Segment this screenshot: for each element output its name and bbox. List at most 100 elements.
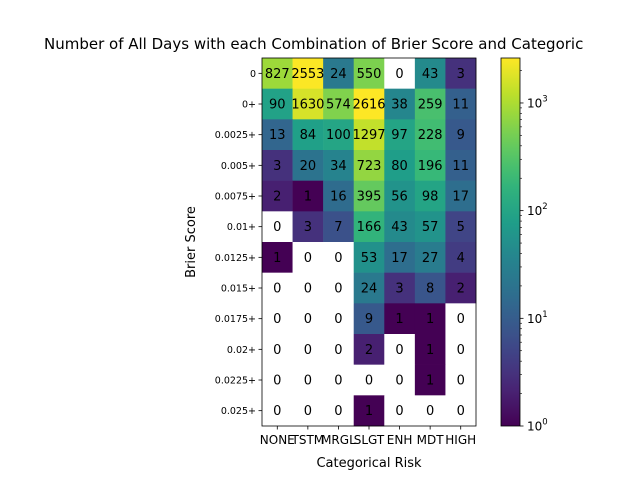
heatmap-cell — [445, 58, 477, 89]
cell-value-label: 20 — [300, 159, 317, 174]
x-tick-label: ENH — [387, 433, 413, 447]
heatmap-cell — [384, 272, 416, 304]
heatmap-cell — [292, 180, 324, 212]
y-tick-label: 0.0225+ — [215, 376, 256, 387]
heatmap-cell — [384, 119, 416, 151]
heatmap-cell — [414, 242, 446, 273]
cell-value-label: 24 — [361, 282, 378, 297]
cell-value-label: 17 — [452, 190, 469, 205]
cell-value-label: 0 — [395, 374, 403, 389]
cell-value-label: 11 — [452, 98, 469, 113]
y-tick-label: 0.0025+ — [215, 130, 256, 141]
heatmap-cell — [353, 211, 385, 243]
heatmap-cell — [323, 58, 355, 89]
cell-value-label: 0 — [273, 220, 281, 235]
heatmap-cell — [414, 150, 446, 181]
cell-value-label: 27 — [422, 251, 439, 266]
y-tick-label: 0.0075+ — [215, 192, 256, 203]
heatmap-cell — [414, 180, 446, 212]
y-tick-label: 0.02+ — [227, 345, 256, 356]
heatmap-cell — [323, 334, 355, 365]
cell-value-label: 228 — [418, 128, 443, 143]
heatmap-cell — [262, 58, 293, 89]
cell-value-label: 3 — [273, 159, 281, 174]
heatmap-cell — [353, 272, 385, 304]
y-tick-label: 0.0175+ — [215, 314, 256, 325]
heatmap-cell — [262, 272, 293, 304]
cell-value-label: 0 — [334, 312, 342, 327]
heatmap-cell — [414, 334, 446, 365]
cell-value-label: 0 — [457, 343, 465, 358]
y-tick-label: 0.01+ — [227, 222, 256, 233]
cell-value-label: 80 — [391, 159, 408, 174]
cell-value-label: 9 — [457, 128, 465, 143]
cell-value-label: 0 — [273, 282, 281, 297]
heatmap-cell — [323, 180, 355, 212]
heatmap-cell — [353, 395, 385, 427]
cell-value-label: 0 — [304, 251, 312, 266]
heatmap-cell — [323, 364, 355, 396]
x-tick-label: HIGH — [445, 433, 476, 447]
cell-value-label: 4 — [457, 251, 465, 266]
cell-value-label: 9 — [365, 312, 373, 327]
heatmap-cell — [292, 88, 324, 120]
cell-value-label: 0 — [304, 282, 312, 297]
cell-value-label: 0 — [304, 343, 312, 358]
heatmap-cell — [292, 364, 324, 396]
heatmap-cell — [323, 119, 355, 151]
cell-value-label: 0 — [395, 67, 403, 82]
heatmap-cell — [384, 150, 416, 181]
heatmap-cell — [353, 150, 385, 181]
cell-value-label: 2 — [273, 190, 281, 205]
cell-value-label: 2553 — [291, 67, 324, 82]
heatmap-cell — [414, 58, 446, 89]
heatmap-cell — [262, 211, 293, 243]
cell-value-label: 0 — [304, 404, 312, 419]
heatmap-cell — [262, 395, 293, 427]
cell-value-label: 0 — [365, 374, 373, 389]
heatmap-cell — [323, 395, 355, 427]
cell-value-label: 11 — [452, 159, 469, 174]
cell-value-label: 100 — [326, 128, 351, 143]
heatmap-cell — [262, 150, 293, 181]
cell-value-label: 24 — [330, 67, 347, 82]
heatmap-cell — [262, 119, 293, 151]
cell-value-label: 395 — [357, 190, 382, 205]
y-axis: 0 0+ 0.0025+ 0.005+ 0.0075+ 0.01+ 0.0125+ 0.015… — [215, 69, 262, 417]
heatmap-cell — [414, 303, 446, 335]
cell-value-label: 0 — [334, 343, 342, 358]
cell-value-label: 43 — [391, 220, 408, 235]
y-tick-label: 0 — [250, 69, 256, 80]
cell-value-label: 0 — [426, 404, 434, 419]
heatmap-cell — [445, 272, 477, 304]
cell-value-label: 0 — [457, 374, 465, 389]
colorbar-gradient — [501, 58, 520, 426]
cell-value-label: 166 — [357, 220, 382, 235]
cell-value-label: 3 — [395, 282, 403, 297]
heatmap-cell — [292, 211, 324, 243]
cell-value-label: 7 — [334, 220, 342, 235]
cell-value-label: 1 — [273, 251, 281, 266]
heatmap-cell — [323, 303, 355, 335]
cell-value-label: 550 — [357, 67, 382, 82]
heatmap-cells — [262, 58, 477, 427]
heatmap-cell — [262, 88, 293, 120]
heatmap-cell — [445, 211, 477, 243]
cell-value-label: 13 — [269, 128, 286, 143]
heatmap-cell — [353, 119, 385, 151]
cell-value-label: 0 — [395, 343, 403, 358]
heatmap-cell — [384, 334, 416, 365]
x-axis-label: Categorical Risk — [316, 456, 422, 471]
heatmap-cell — [292, 395, 324, 427]
y-tick-label: 0.025+ — [221, 406, 256, 417]
heatmap-cell — [414, 364, 446, 396]
y-tick-label: 0+ — [242, 100, 256, 111]
x-tick-label: TSTM — [291, 433, 325, 447]
cell-value-label: 2 — [457, 282, 465, 297]
heatmap-cell — [414, 272, 446, 304]
cell-value-label: 2616 — [352, 98, 385, 113]
heatmap-cell — [353, 58, 385, 89]
heatmap-cell — [353, 364, 385, 396]
